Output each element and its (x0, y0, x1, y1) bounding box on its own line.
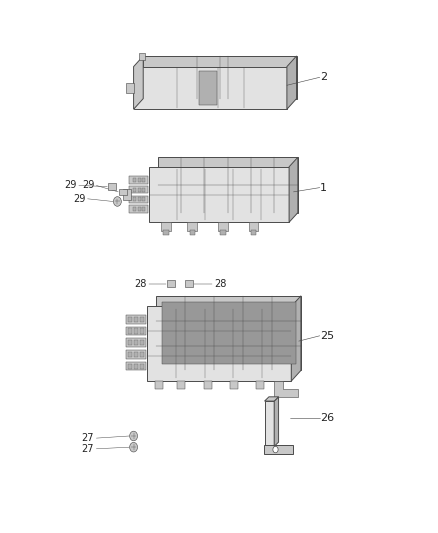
Bar (133, 197, 136, 201)
Bar (187, 222, 197, 231)
Bar (133, 188, 136, 192)
Bar (119, 189, 127, 195)
Bar (129, 196, 148, 203)
Bar (249, 222, 258, 231)
Bar (126, 315, 146, 324)
Bar (129, 186, 148, 193)
Bar (126, 327, 146, 335)
Bar (126, 362, 146, 370)
Bar (230, 381, 238, 389)
Bar (167, 280, 175, 287)
Bar (140, 328, 144, 334)
Text: 27: 27 (81, 444, 94, 454)
Bar (142, 188, 145, 192)
Polygon shape (147, 306, 291, 381)
Text: 27: 27 (81, 433, 94, 443)
Bar (220, 230, 226, 235)
Polygon shape (156, 296, 301, 370)
Bar (138, 178, 141, 182)
Text: 26: 26 (320, 414, 334, 423)
Bar (204, 381, 212, 389)
Bar (256, 381, 264, 389)
Bar (108, 183, 116, 190)
Bar (163, 230, 169, 235)
Polygon shape (265, 401, 274, 447)
Bar (140, 340, 144, 345)
Polygon shape (149, 167, 289, 222)
Bar (128, 340, 132, 345)
Bar (155, 381, 163, 389)
Bar (142, 207, 145, 211)
Bar (128, 328, 132, 334)
Bar (134, 364, 138, 369)
Bar (134, 352, 138, 357)
Polygon shape (139, 53, 145, 60)
Text: 29: 29 (73, 194, 85, 204)
Polygon shape (265, 397, 279, 401)
Bar (123, 189, 131, 200)
Bar (133, 207, 136, 211)
Bar (134, 317, 138, 322)
Bar (218, 222, 228, 231)
Polygon shape (289, 157, 298, 222)
Polygon shape (143, 56, 297, 99)
Bar (128, 352, 132, 357)
Text: 29: 29 (82, 181, 94, 190)
Text: 28: 28 (215, 279, 227, 288)
Bar (161, 222, 171, 231)
Bar (129, 205, 148, 213)
Polygon shape (158, 157, 298, 213)
Bar (138, 188, 141, 192)
Bar (140, 352, 144, 357)
Circle shape (130, 442, 138, 452)
Text: 29: 29 (64, 181, 77, 190)
Text: 25: 25 (320, 331, 334, 341)
Circle shape (130, 431, 138, 441)
Bar (128, 317, 132, 322)
Text: 28: 28 (134, 279, 147, 288)
Bar (126, 350, 146, 359)
Bar (142, 197, 145, 201)
Bar (133, 178, 136, 182)
Bar (128, 364, 132, 369)
Text: 2: 2 (320, 72, 327, 82)
Bar (138, 197, 141, 201)
Circle shape (113, 197, 121, 206)
Bar (177, 381, 185, 389)
Polygon shape (291, 296, 301, 381)
Bar (134, 340, 138, 345)
Bar (140, 364, 144, 369)
Bar (251, 230, 256, 235)
Bar (140, 317, 144, 322)
Bar (134, 328, 138, 334)
Bar (126, 338, 146, 347)
Polygon shape (274, 381, 298, 397)
Circle shape (273, 446, 278, 453)
Polygon shape (287, 56, 297, 109)
Bar (199, 71, 217, 105)
Polygon shape (134, 56, 143, 109)
Polygon shape (134, 67, 287, 109)
Bar (138, 207, 141, 211)
Polygon shape (274, 397, 279, 447)
Polygon shape (162, 302, 296, 364)
Bar (185, 280, 193, 287)
Bar (190, 230, 195, 235)
Text: 1: 1 (320, 183, 327, 192)
Bar (142, 178, 145, 182)
Polygon shape (264, 445, 293, 454)
Bar (129, 176, 148, 184)
Polygon shape (126, 83, 134, 93)
